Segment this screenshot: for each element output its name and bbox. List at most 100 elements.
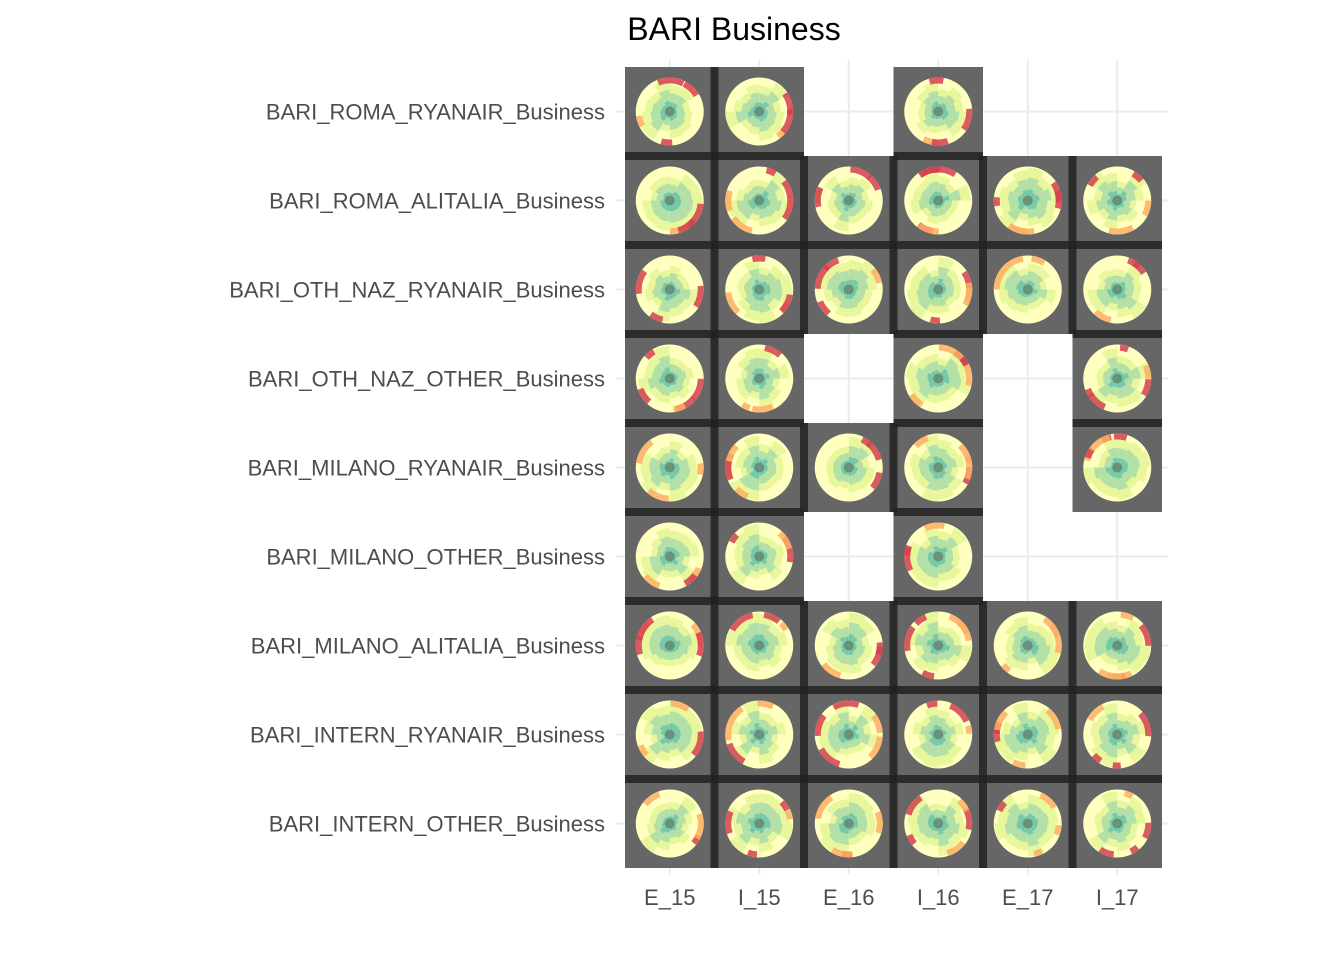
rose-rim [946,840,966,857]
rose-rim [904,625,916,652]
tile-separator [983,686,1073,694]
rose-rim [1045,708,1062,730]
tile [714,67,804,156]
rose-sector [1129,823,1139,834]
rose-sector [741,627,755,641]
rose-sector [746,371,754,379]
rose-sector [1127,388,1144,405]
tile-separator [1068,601,1077,690]
rose-sector [659,209,670,222]
rose-sector [1117,747,1129,757]
rose-sector [1104,282,1112,290]
rose-sector [653,451,664,461]
rose-sector [669,297,680,309]
rose-sector [835,661,849,673]
tile-separator [1072,241,1162,249]
rose-sector [914,266,929,281]
rose-sector [748,802,760,815]
rose-sector [953,811,964,824]
rose-center [754,729,765,740]
rose-sector [921,611,939,626]
rose-sector [1046,808,1058,824]
rose-sector [826,467,836,479]
tile [625,423,715,512]
rose-center [843,195,854,206]
rose-rim [964,282,973,303]
rose-sector [748,212,760,222]
rose-sector [649,467,661,478]
rose-sector [641,706,659,723]
rose-sector [926,477,939,491]
rose-sector [864,467,875,481]
rose-sector [650,561,665,576]
rose-sector [948,121,964,137]
rose-rim [1087,704,1105,722]
tile-separator [710,512,719,601]
rose-rim [694,813,704,840]
rose-sector [1107,657,1118,666]
rose-sector [1017,268,1028,277]
rose-sector [743,436,760,449]
rose-sector [838,180,849,189]
rose-sector [848,830,857,839]
rose-sector [923,185,934,197]
rose-sector [1016,712,1028,725]
rose-sector [837,209,849,223]
tile-separator [800,601,808,690]
rose-sector [920,449,931,461]
tile [714,779,804,868]
rose-sector [827,475,841,489]
rose-sector [759,299,771,313]
rose-sector [945,207,956,218]
rose-sector [1008,270,1023,284]
tile [1072,156,1162,245]
rose-sector [733,98,744,112]
rose-sector [917,295,933,310]
rose-sector [766,537,778,549]
rose-sector [924,706,939,718]
tile-separator [1072,686,1162,694]
tile-separator [889,601,898,690]
rose-sector [1033,282,1041,290]
rose-sector [759,86,772,97]
tile [983,156,1073,245]
rose-sector [779,823,793,841]
rose-sector [777,363,790,379]
rose-sector [1099,734,1110,744]
rose-sector [916,356,930,370]
rose-rim [874,811,883,834]
rose-sector [759,542,767,551]
rose-center [754,195,765,206]
rose-sector [660,270,670,278]
rose-sector [1124,734,1134,743]
rose-sector [669,829,678,839]
rose-sector [650,117,665,131]
rose-rim [1119,344,1130,353]
tile-separator [983,241,1073,249]
tile-separator [889,156,898,245]
rose-sector [650,111,662,122]
rose-sector [726,628,740,646]
rose-rim [928,77,944,85]
rose-center [1112,818,1123,829]
rose-sector [680,707,698,724]
rose-sector [669,651,678,661]
y-tick-label: BARI_ROMA_RYANAIR_Business [266,100,605,125]
rose-sector [740,118,752,130]
rose-sector [774,187,785,201]
rose-sector [827,713,841,727]
tile-separator [979,245,987,334]
rose-sector [669,802,681,811]
rose-sector [1036,823,1048,834]
rose-sector [1123,295,1138,310]
rose-sector [744,453,756,464]
rose-sector [738,802,751,816]
rose-sector [741,645,752,655]
rose-sector [943,805,957,819]
rose-sector [1011,718,1022,728]
rose-sector [957,184,971,201]
rose-sector [747,477,760,491]
x-tick-label: E_16 [823,885,874,910]
rose-sector [830,627,844,641]
rose-center [1022,284,1033,295]
